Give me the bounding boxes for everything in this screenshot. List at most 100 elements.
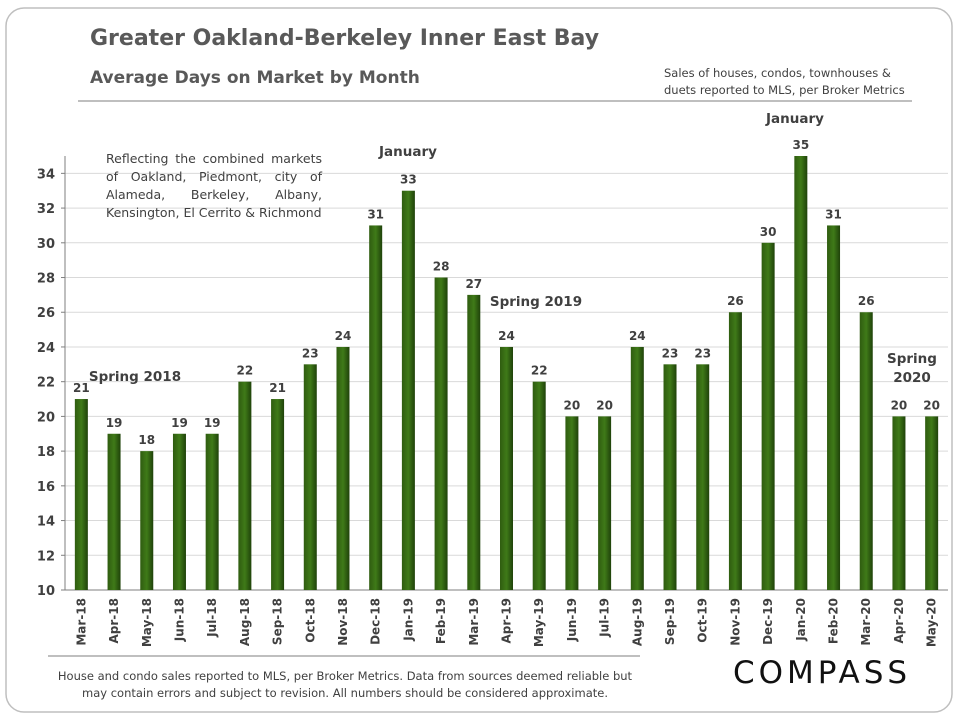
y-tick-label: 12 xyxy=(37,549,55,564)
y-tick-label: 14 xyxy=(37,515,55,530)
data-label: 23 xyxy=(694,346,711,360)
x-tick-label: Apr-19 xyxy=(500,598,514,643)
bar xyxy=(172,433,186,590)
x-tick-label: Sep-19 xyxy=(663,598,677,645)
data-label: 28 xyxy=(433,260,450,274)
bar xyxy=(336,346,350,590)
data-label: 19 xyxy=(106,416,123,430)
x-tick-label: Jan-20 xyxy=(794,598,808,642)
x-tick-label: Jul-19 xyxy=(598,598,612,638)
data-label: 20 xyxy=(596,398,613,412)
data-label: 20 xyxy=(923,398,940,412)
x-tick-label: Apr-18 xyxy=(107,598,121,643)
annotation: Spring 2018 xyxy=(88,369,182,385)
x-tick-label: Oct-18 xyxy=(303,598,317,643)
y-tick-label: 34 xyxy=(37,167,55,182)
annotation: Spring 2019 xyxy=(489,294,583,310)
data-label: 19 xyxy=(171,416,188,430)
bar xyxy=(598,416,612,590)
annotation: January xyxy=(379,144,437,160)
bar xyxy=(401,190,415,590)
chart-title: Greater Oakland-Berkeley Inner East Bay xyxy=(90,26,600,51)
bar xyxy=(500,346,513,590)
bar xyxy=(140,451,154,590)
bar xyxy=(761,242,775,591)
y-tick-label: 20 xyxy=(37,410,55,425)
source-note: Sales of houses, condos, townhouses & du… xyxy=(664,66,905,97)
x-tick-label: May-19 xyxy=(532,598,546,647)
data-label: 23 xyxy=(302,346,319,360)
data-label: 19 xyxy=(204,416,221,430)
data-label: 35 xyxy=(792,138,809,152)
bar xyxy=(369,225,383,590)
bar xyxy=(859,312,873,590)
y-tick-label: 22 xyxy=(37,376,55,391)
x-tick-label: Mar-19 xyxy=(467,598,481,646)
bar xyxy=(827,225,841,590)
x-tick-label: Jan-19 xyxy=(401,598,415,642)
data-label: 26 xyxy=(727,294,744,308)
bar xyxy=(728,312,742,590)
annotation: Spring 2020 xyxy=(887,351,937,386)
bar xyxy=(565,416,579,590)
data-label: 26 xyxy=(858,294,875,308)
data-label: 21 xyxy=(269,381,286,395)
x-tick-label: Mar-18 xyxy=(74,598,88,646)
x-tick-label: May-20 xyxy=(925,598,939,647)
y-tick-label: 10 xyxy=(37,584,55,599)
bar xyxy=(107,433,121,590)
data-label: 21 xyxy=(73,381,90,395)
bar xyxy=(663,364,677,590)
y-tick-label: 24 xyxy=(37,341,55,356)
data-label: 30 xyxy=(760,225,777,239)
bar xyxy=(303,364,317,590)
annotation: January xyxy=(766,111,824,127)
data-label: 24 xyxy=(629,329,646,343)
y-tick-label: 30 xyxy=(37,237,55,252)
footnote: House and condo sales reported to MLS, p… xyxy=(57,669,633,700)
bar xyxy=(271,399,285,590)
x-tick-label: Feb-20 xyxy=(827,598,841,644)
x-tick-label: Oct-19 xyxy=(696,598,710,643)
x-tick-label: Jun-19 xyxy=(565,598,579,642)
data-label: 33 xyxy=(400,173,417,187)
y-tick-label: 16 xyxy=(37,480,55,495)
y-tick-label: 26 xyxy=(37,306,55,321)
bar xyxy=(794,156,808,590)
frame xyxy=(5,7,953,713)
data-label: 31 xyxy=(825,207,842,221)
data-label: 27 xyxy=(465,277,482,291)
chart-subtitle: Average Days on Market by Month xyxy=(90,68,420,88)
data-label: 22 xyxy=(531,364,548,378)
data-label: 22 xyxy=(237,364,254,378)
x-tick-label: Dec-18 xyxy=(369,598,383,645)
data-label: 18 xyxy=(138,433,155,447)
bar xyxy=(696,364,710,590)
logo: COMPASS xyxy=(733,655,912,691)
bar xyxy=(630,346,644,590)
x-tick-label: Nov-18 xyxy=(336,598,350,646)
y-tick-label: 28 xyxy=(37,272,55,287)
x-tick-label: May-18 xyxy=(140,598,154,647)
x-tick-label: Mar-20 xyxy=(859,598,873,646)
data-label: 31 xyxy=(367,207,384,221)
x-tick-label: Aug-19 xyxy=(630,598,644,646)
x-tick-label: Feb-19 xyxy=(434,598,448,644)
bar xyxy=(925,416,939,590)
bar xyxy=(532,381,546,590)
data-label: 24 xyxy=(335,329,352,343)
data-label: 24 xyxy=(498,329,515,343)
x-tick-label: Aug-18 xyxy=(238,598,252,646)
x-tick-label: Jul-18 xyxy=(205,598,219,638)
bar xyxy=(238,381,252,590)
x-tick-label: Nov-19 xyxy=(728,598,742,646)
annotation: Reflecting the combined markets of Oakla… xyxy=(106,151,322,220)
x-tick-label: Dec-19 xyxy=(761,598,775,645)
data-label: 20 xyxy=(564,398,581,412)
bar xyxy=(74,399,88,590)
bar xyxy=(434,277,448,590)
data-label: 20 xyxy=(891,398,908,412)
bar xyxy=(892,416,906,590)
